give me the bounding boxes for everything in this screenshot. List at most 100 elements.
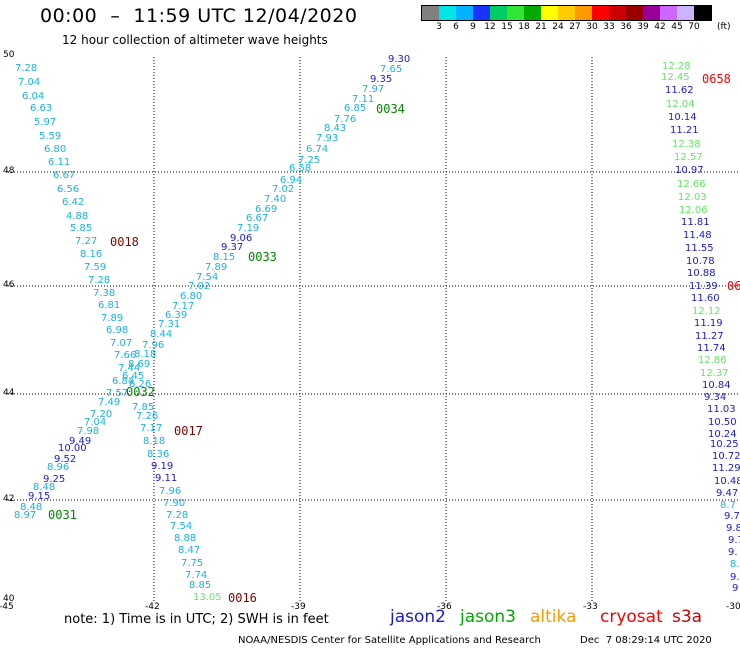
legend-swatch [575, 6, 592, 20]
wave-height-label: 4.88 [66, 211, 89, 222]
wave-height-label: 9.49 [69, 436, 92, 447]
wave-height-label: 7.17 [172, 301, 195, 312]
wave-height-label: 7.20 [90, 409, 113, 420]
wave-height-label: 8.88 [174, 533, 197, 544]
legend-tick-label: 9 [470, 22, 476, 32]
wave-height-label: 10.14 [668, 112, 697, 123]
wave-height-label: 7.40 [264, 194, 287, 205]
wave-height-label: 7.89 [101, 313, 124, 324]
legend-swatch [524, 6, 541, 20]
wave-height-label: 7.28 [15, 63, 38, 74]
wave-height-label: 7.85 [132, 402, 155, 413]
legend-swatch [660, 6, 677, 20]
legend-swatch [507, 6, 524, 20]
wave-height-label: 8.69 [128, 359, 151, 370]
lon-tick-label: -45 [0, 602, 14, 612]
wave-height-label: 10.78 [686, 256, 715, 267]
wave-height-label: 9. [728, 547, 738, 558]
lat-tick-label: 42 [3, 494, 15, 504]
wave-height-label: 9.19 [151, 461, 174, 472]
wave-height-label: 13.05 [193, 592, 222, 603]
track-id-label: 0658 [702, 72, 731, 86]
wave-height-label: 8.18 [134, 349, 157, 360]
wave-height-label: 8.48 [20, 502, 43, 513]
wave-height-label: 8.85 [189, 580, 212, 591]
satellite-name-jason3: jason3 [460, 607, 516, 627]
wave-height-label: 7.04 [18, 77, 41, 88]
wave-height-label: 7.11 [352, 94, 375, 105]
legend-swatch [626, 6, 643, 20]
wave-height-label: 7.90 [163, 498, 186, 509]
wave-height-label: 6.80 [44, 144, 67, 155]
wave-height-label: 11.29 [712, 463, 740, 474]
wave-height-label: 7.93 [316, 133, 339, 144]
legend-swatch [677, 6, 694, 20]
legend-tick-label: 36 [620, 22, 632, 32]
satellite-name-cryosat: cryosat [600, 607, 663, 627]
wave-height-label: 8.43 [324, 123, 347, 134]
legend-tick-label: 27 [569, 22, 581, 32]
footer-note: note: 1) Time is in UTC; 2) SWH is in fe… [64, 612, 329, 627]
wave-height-label: 7.54 [196, 272, 219, 283]
wave-height-label: 7.59 [84, 262, 107, 273]
wave-height-label: 7.89 [205, 262, 228, 273]
wave-height-label: 11.48 [683, 230, 712, 241]
wave-height-label: 11.27 [695, 331, 724, 342]
wave-height-label: 11.55 [685, 243, 714, 254]
wave-height-label: 7.25 [298, 155, 321, 166]
wave-height-label: 8.16 [80, 249, 103, 260]
wave-height-label: 12.66 [677, 179, 706, 190]
satellite-name-s3a: s3a [672, 607, 703, 627]
wave-height-label: 10.72 [712, 451, 740, 462]
wave-height-label: 9.8 [726, 523, 740, 534]
track-id-label: 0017 [174, 424, 203, 438]
grid-horizontal [8, 171, 740, 501]
track-id-label: 0031 [48, 508, 77, 522]
lon-tick-label: -42 [145, 602, 160, 612]
wave-height-label: 6.80 [180, 291, 203, 302]
wave-height-label: 9.52 [54, 454, 77, 465]
wave-height-label: 9.7 [724, 511, 740, 522]
track-id-label: 0032 [126, 385, 155, 399]
track-id-label: 06 [727, 279, 740, 293]
wave-height-label: 12.06 [679, 205, 708, 216]
legend-tick-label: 39 [637, 22, 649, 32]
legend-tick-label: 3 [436, 22, 442, 32]
wave-height-label: 12.45 [661, 72, 690, 83]
legend-tick-label: 33 [603, 22, 615, 32]
lat-tick-label: 40 [3, 594, 15, 604]
track-id-label: 0018 [110, 235, 139, 249]
wave-height-label: 9.25 [43, 474, 66, 485]
color-legend [421, 5, 712, 21]
wave-height-label: 7.49 [98, 397, 121, 408]
wave-height-label: 6.74 [306, 144, 329, 155]
wave-height-label: 6.26 [129, 379, 152, 390]
wave-height-label: 7.44 [118, 363, 141, 374]
wave-height-label: 8.96 [47, 462, 70, 473]
lon-tick-label: -36 [437, 602, 452, 612]
lat-tick-label: 46 [3, 280, 15, 290]
legend-swatch [490, 6, 507, 20]
wave-height-label: 7.75 [181, 558, 204, 569]
legend-unit: (ft) [717, 22, 731, 32]
wave-height-label: 7.07 [110, 338, 133, 349]
wave-height-label: 11.74 [697, 343, 726, 354]
wave-height-label: 6.45 [122, 371, 145, 382]
header-subtitle: 12 hour collection of altimeter wave hei… [62, 33, 328, 47]
wave-height-label: 8.44 [150, 329, 173, 340]
legend-tick-label: 12 [484, 22, 496, 32]
wave-height-label: 12.86 [698, 355, 727, 366]
wave-height-label: 9.37 [221, 242, 244, 253]
legend-swatch [456, 6, 473, 20]
wave-height-label: 12.57 [674, 152, 703, 163]
lat-tick-label: 44 [3, 388, 15, 398]
legend-tick-label: 6 [453, 22, 459, 32]
wave-height-label: 11.62 [665, 85, 694, 96]
wave-height-label: 7.27 [75, 236, 98, 247]
timestamp-text: Dec 7 08:29:14 UTC 2020 [580, 635, 712, 646]
wave-height-label: 11.39 [689, 281, 718, 292]
wave-height-label: 9.7 [728, 535, 740, 546]
wave-height-label: 8.47 [178, 545, 201, 556]
